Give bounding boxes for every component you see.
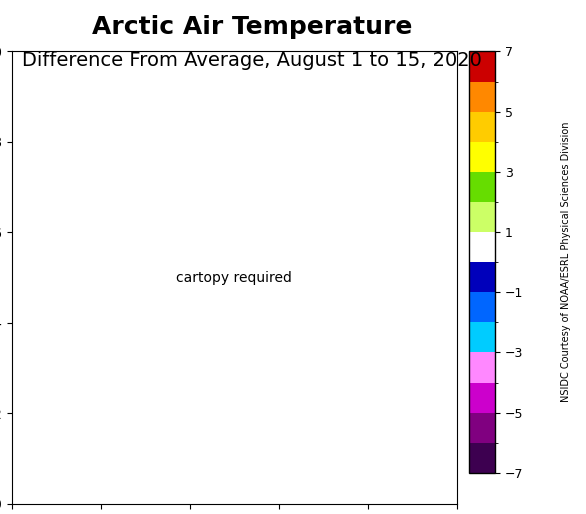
Text: Arctic Air Temperature: Arctic Air Temperature — [92, 15, 412, 40]
Text: cartopy required: cartopy required — [176, 270, 292, 285]
Text: Difference From Average, August 1 to 15, 2020: Difference From Average, August 1 to 15,… — [22, 51, 482, 70]
Text: NSIDC Courtesy of NOAA/ESRL Physical Sciences Division: NSIDC Courtesy of NOAA/ESRL Physical Sci… — [561, 122, 571, 402]
